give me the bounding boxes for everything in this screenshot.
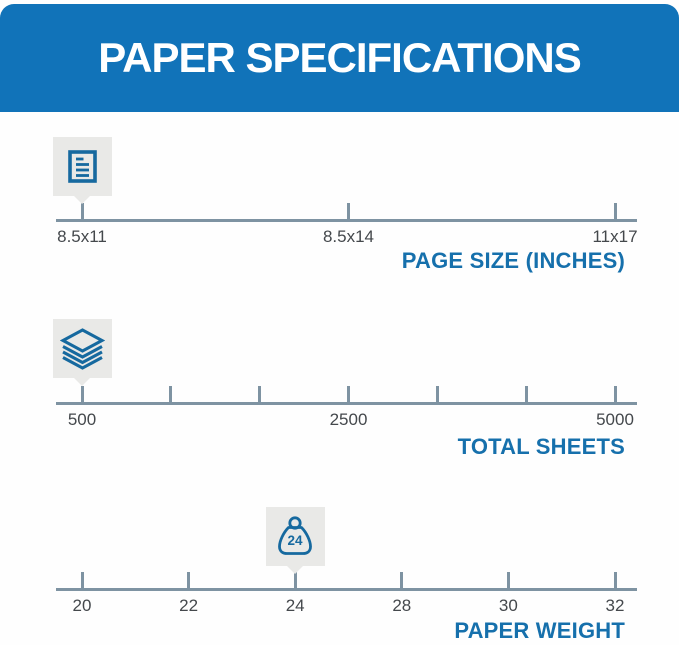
header-banner: PAPER SPECIFICATIONS <box>0 4 679 112</box>
tick-label: 28 <box>392 596 412 615</box>
tick-label: 11x17 <box>592 227 638 246</box>
axis-label-total-sheets: TOTAL SHEETS <box>457 434 625 459</box>
tick-mark <box>80 386 84 405</box>
tick-mark <box>187 572 191 591</box>
document-icon <box>67 150 97 183</box>
tick-label: 32 <box>605 596 625 615</box>
paper-weight-marker: 24 <box>265 507 325 574</box>
slider-track <box>56 219 637 222</box>
tick-label: 30 <box>498 596 518 615</box>
tick-mark <box>435 386 439 405</box>
axis-label-paper-weight: PAPER WEIGHT <box>454 618 625 643</box>
svg-text:24: 24 <box>288 533 304 548</box>
tick-label: 8.5x14 <box>322 227 375 246</box>
tick-mark <box>613 572 617 591</box>
tick-label: 8.5x11 <box>57 227 107 246</box>
axis-label-page-size: PAGE SIZE (INCHES) <box>401 248 625 273</box>
tick-mark <box>524 386 528 405</box>
tick-mark <box>506 572 510 591</box>
tick-mark <box>347 386 350 405</box>
stack-icon <box>59 327 105 370</box>
tick-label: 24 <box>285 596 305 615</box>
slider-track <box>56 402 637 405</box>
tick-mark <box>400 572 404 591</box>
slider-track <box>56 588 637 591</box>
tick-mark <box>258 386 262 405</box>
page-size-marker <box>52 137 112 204</box>
page-title: PAPER SPECIFICATIONS <box>98 34 582 81</box>
total-sheets-marker <box>52 319 112 386</box>
tick-label: 5000 <box>596 410 634 429</box>
tick-label: 20 <box>72 596 92 615</box>
tick-label: 500 <box>67 410 97 429</box>
tick-mark <box>613 203 617 222</box>
tick-label: 2500 <box>329 410 368 429</box>
tick-mark <box>169 386 173 405</box>
tick-mark <box>293 572 297 591</box>
tick-mark <box>613 386 617 405</box>
tick-mark <box>80 572 84 591</box>
tick-mark <box>80 203 84 222</box>
weight-icon: 24 <box>278 516 313 555</box>
tick-mark <box>347 203 350 222</box>
tick-label: 22 <box>179 596 199 615</box>
